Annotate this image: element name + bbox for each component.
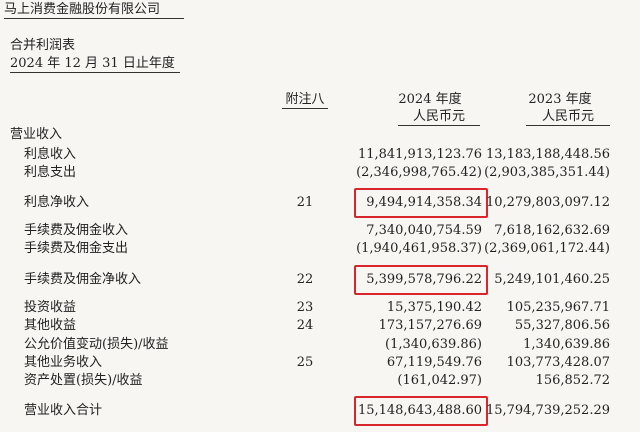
row-label: 利息收入 xyxy=(24,147,77,162)
note-ref: 23 xyxy=(296,300,314,315)
amount-2023: 55,327,806.56 xyxy=(514,318,610,333)
highlight-box xyxy=(354,265,488,295)
year-header: 2023 年度 xyxy=(528,92,592,107)
amount-2023: 13,183,188,448.56 xyxy=(485,147,610,162)
amount-2023: 105,235,967.71 xyxy=(506,300,610,315)
currency-header: 人民币元 xyxy=(398,109,480,126)
row-label: 营业收入合计 xyxy=(24,403,103,418)
amount-2024: (1,940,461,958.37) xyxy=(356,241,482,256)
amount-2023: (2,903,385,351.44) xyxy=(484,165,610,180)
amount-2024: (2,346,998,765.42) xyxy=(356,165,482,180)
row-label: 利息支出 xyxy=(24,165,77,180)
amount-2023: 103,773,428.07 xyxy=(506,355,610,370)
amount-2024: 15,375,190.42 xyxy=(386,300,482,315)
row-label: 其他业务收入 xyxy=(24,355,103,370)
year-header: 2024 年度 xyxy=(398,92,462,107)
amount-2023: 15,794,739,252.29 xyxy=(485,403,610,418)
statement-title: 合并利润表 xyxy=(10,38,76,53)
amount-2024: 9,494,914,358.34 xyxy=(366,195,482,210)
amount-2024: 15,148,643,488.60 xyxy=(357,403,482,418)
amount-2024: 5,399,578,796.22 xyxy=(366,272,482,287)
highlight-box xyxy=(354,396,488,426)
row-label: 手续费及佣金收入 xyxy=(24,223,129,238)
row-label: 手续费及佣金支出 xyxy=(24,241,129,256)
note-ref: 24 xyxy=(296,318,314,333)
amount-2024: (1,340,639.86) xyxy=(385,337,482,352)
row-label: 公允价值变动(损失)/收益 xyxy=(24,337,169,352)
amount-2023: 1,340,639.86 xyxy=(523,337,610,352)
statement-period: 2024 年 12 月 31 日止年度 xyxy=(10,56,180,73)
amount-2024: 67,119,549.76 xyxy=(386,355,482,370)
amount-2023: 7,618,162,632.69 xyxy=(494,223,610,238)
row-label: 资产处置(损失)/收益 xyxy=(24,373,143,388)
amount-2024: 173,157,276.69 xyxy=(378,318,482,333)
section-heading: 营业收入 xyxy=(10,127,63,142)
amount-2023: 5,249,101,460.25 xyxy=(494,272,610,287)
row-label: 利息净收入 xyxy=(24,195,90,210)
company-name: 马上消费金融股份有限公司 xyxy=(4,2,184,19)
row-label: 手续费及佣金净收入 xyxy=(24,272,142,287)
amount-2024: 11,841,913,123.76 xyxy=(357,147,482,162)
amount-2024: (161,042.97) xyxy=(397,373,482,388)
currency-header: 人民币元 xyxy=(526,109,610,126)
highlight-box xyxy=(354,188,488,218)
amount-2024: 7,340,040,754.59 xyxy=(366,223,482,238)
note-header: 附注八 xyxy=(282,92,328,109)
amount-2023: 156,852.72 xyxy=(535,373,610,388)
amount-2023: (2,369,061,172.44) xyxy=(484,241,610,256)
amount-2023: 10,279,803,097.12 xyxy=(485,195,610,210)
row-label: 其他收益 xyxy=(24,318,77,333)
row-label: 投资收益 xyxy=(24,300,77,315)
note-ref: 25 xyxy=(296,355,314,370)
note-ref: 22 xyxy=(296,272,314,287)
note-ref: 21 xyxy=(296,195,314,210)
